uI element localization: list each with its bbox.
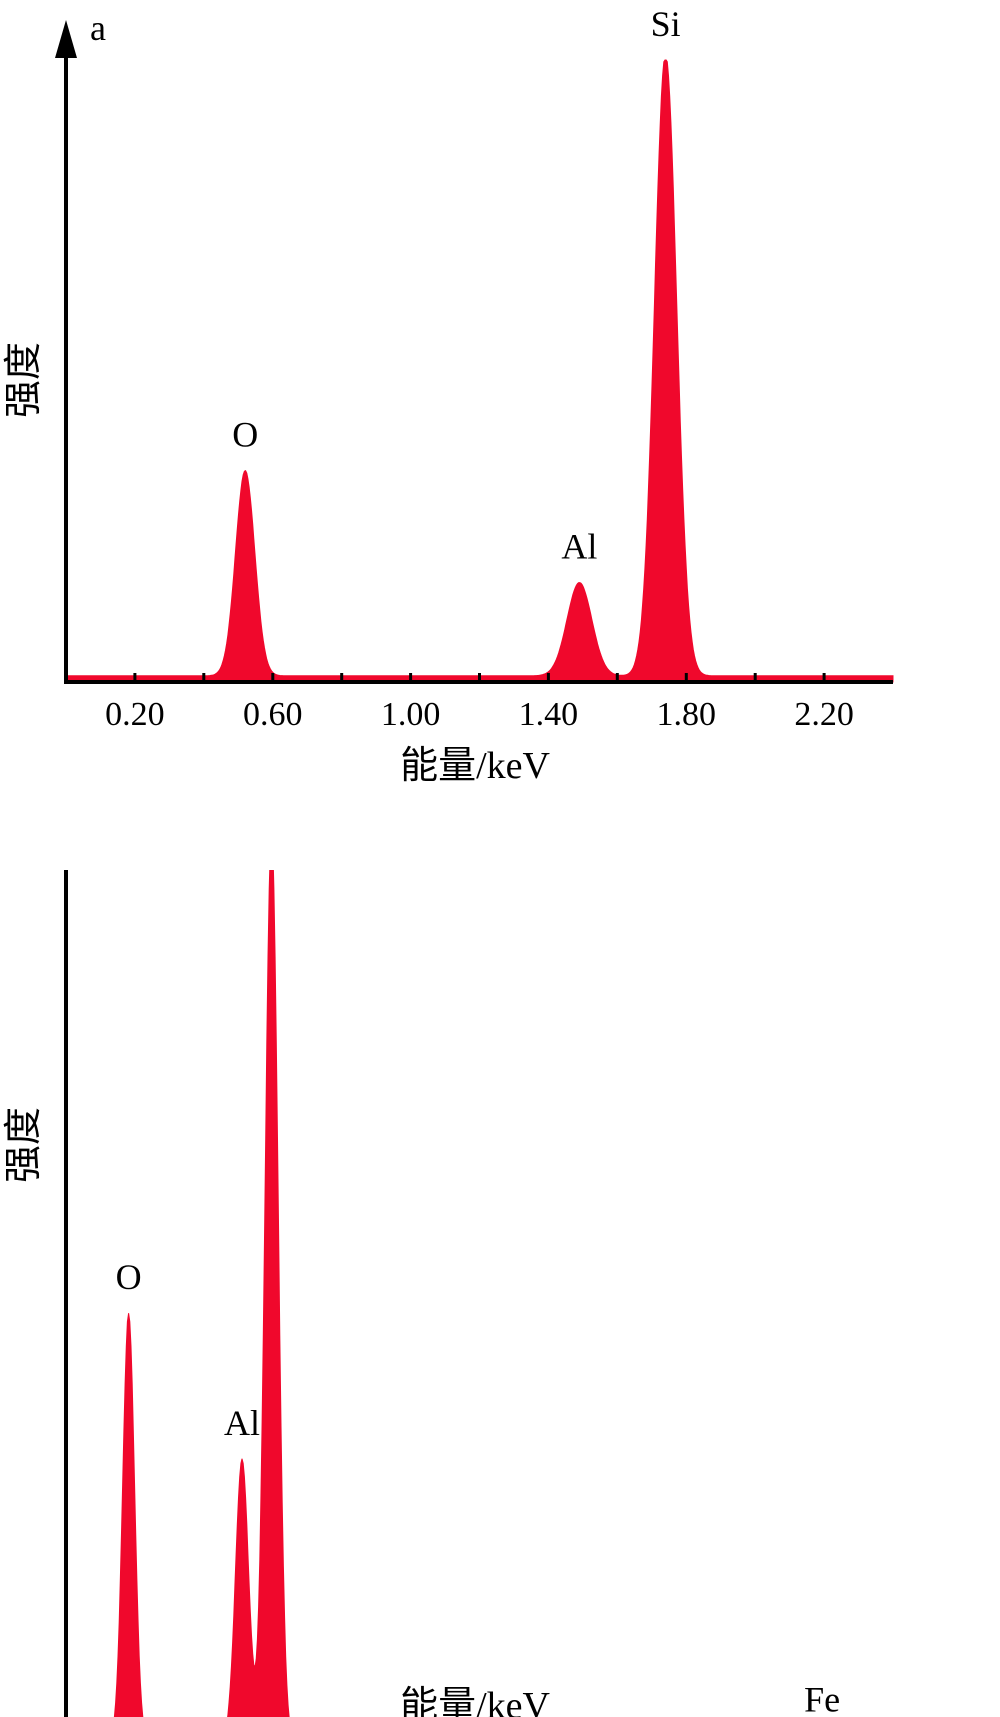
x-tick-label: 2.20 (794, 696, 854, 733)
x-tick-label: 1.40 (519, 696, 579, 733)
panel-letter: a (90, 8, 106, 48)
chart-a-svg: 0.20 0.60 1.00 1.40 1.80 2.20 O Al Si a 能量/keV 强度 (3, 4, 894, 787)
peak-label-si: Si (651, 4, 681, 44)
chart-panel-a: 0.20 0.60 1.00 1.40 1.80 2.20 O Al Si a 能量/keV 强度 (3, 4, 894, 787)
x-tick-label: 0.60 (243, 696, 303, 733)
y-axis-title: 强度 (3, 1107, 45, 1183)
spectrum-area (113, 870, 290, 1717)
x-tick-label: 1.00 (381, 696, 441, 733)
spectrum-area (65, 59, 894, 683)
peak-label-o: O (116, 1257, 142, 1297)
x-tick-label: 1.80 (657, 696, 717, 733)
peak-label-al: Al (224, 1403, 260, 1443)
peak-label-al: Al (561, 527, 597, 567)
x-axis-title: 能量/keV (400, 745, 550, 787)
y-axis-title: 强度 (3, 342, 45, 418)
peak-label-o: O (232, 415, 258, 455)
y-axis-arrow-icon (55, 20, 77, 58)
peak-label-fe: Fe (804, 1679, 840, 1717)
x-tick-label: 0.20 (105, 696, 165, 733)
x-axis-title: 能量/keV (400, 1685, 550, 1717)
